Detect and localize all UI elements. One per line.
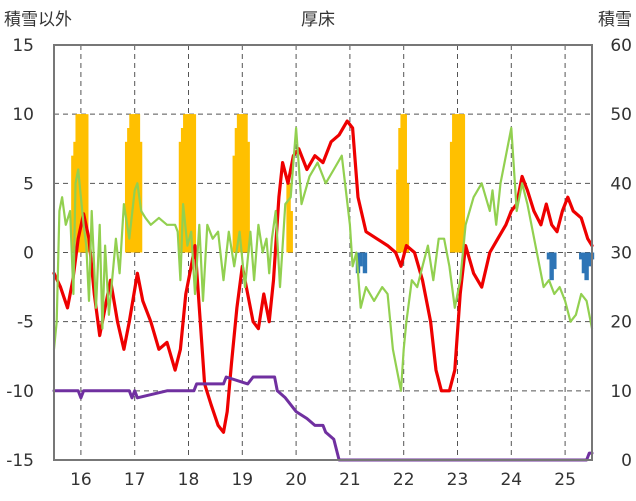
orange-bar — [288, 211, 293, 253]
right-tick-label: 40 — [610, 174, 632, 194]
x-tick-label: 22 — [393, 470, 415, 490]
right-tick-label: 60 — [610, 36, 632, 56]
labels: 積雪以外 厚床 積雪 151050-5-10-15605040302010016… — [4, 10, 632, 490]
left-tick-label: 0 — [23, 244, 34, 264]
x-tick-label: 19 — [231, 470, 253, 490]
left-tick-label: 10 — [12, 105, 34, 125]
left-tick-label: -5 — [17, 313, 34, 333]
blue-bar — [581, 252, 587, 274]
blue-bar — [546, 252, 552, 260]
x-tick-label: 23 — [447, 470, 469, 490]
left-tick-label: -10 — [6, 382, 34, 402]
orange-bar — [84, 114, 89, 253]
left-tick-label: 5 — [23, 174, 34, 194]
left-axis-title: 積雪以外 — [4, 10, 72, 30]
orange-bar — [404, 183, 410, 253]
red-series-line — [52, 119, 594, 434]
x-tick-label: 18 — [178, 470, 200, 490]
right-tick-label: 0 — [621, 451, 632, 471]
left-tick-label: -15 — [6, 451, 34, 471]
blue-bar — [549, 252, 554, 281]
blue-bar — [584, 252, 589, 281]
right-tick-label: 50 — [610, 105, 632, 125]
x-tick-label: 17 — [124, 470, 146, 490]
x-tick-label: 24 — [500, 470, 522, 490]
orange-bar — [460, 114, 466, 253]
orange-bar — [245, 141, 250, 253]
left-tick-label: 15 — [12, 36, 34, 56]
chart-title: 厚床 — [301, 10, 335, 30]
right-tick-label: 10 — [610, 382, 632, 402]
right-axis-title: 積雪 — [598, 10, 632, 30]
x-tick-label: 16 — [70, 470, 92, 490]
blue-bar — [579, 252, 584, 260]
blue-bar — [552, 252, 557, 270]
blue-bar — [587, 252, 592, 267]
series-lines — [52, 119, 594, 462]
x-tick-label: 20 — [285, 470, 307, 490]
x-tick-label: 25 — [554, 470, 576, 490]
x-tick-label: 21 — [339, 470, 361, 490]
green-series-line — [52, 126, 594, 392]
blue-bar — [362, 252, 368, 274]
orange-bar — [191, 114, 197, 253]
purple-series-line — [52, 375, 594, 462]
blue-bar — [358, 252, 363, 267]
right-tick-label: 30 — [610, 244, 632, 264]
plot-frame — [53, 44, 593, 461]
right-tick-label: 20 — [610, 313, 632, 333]
